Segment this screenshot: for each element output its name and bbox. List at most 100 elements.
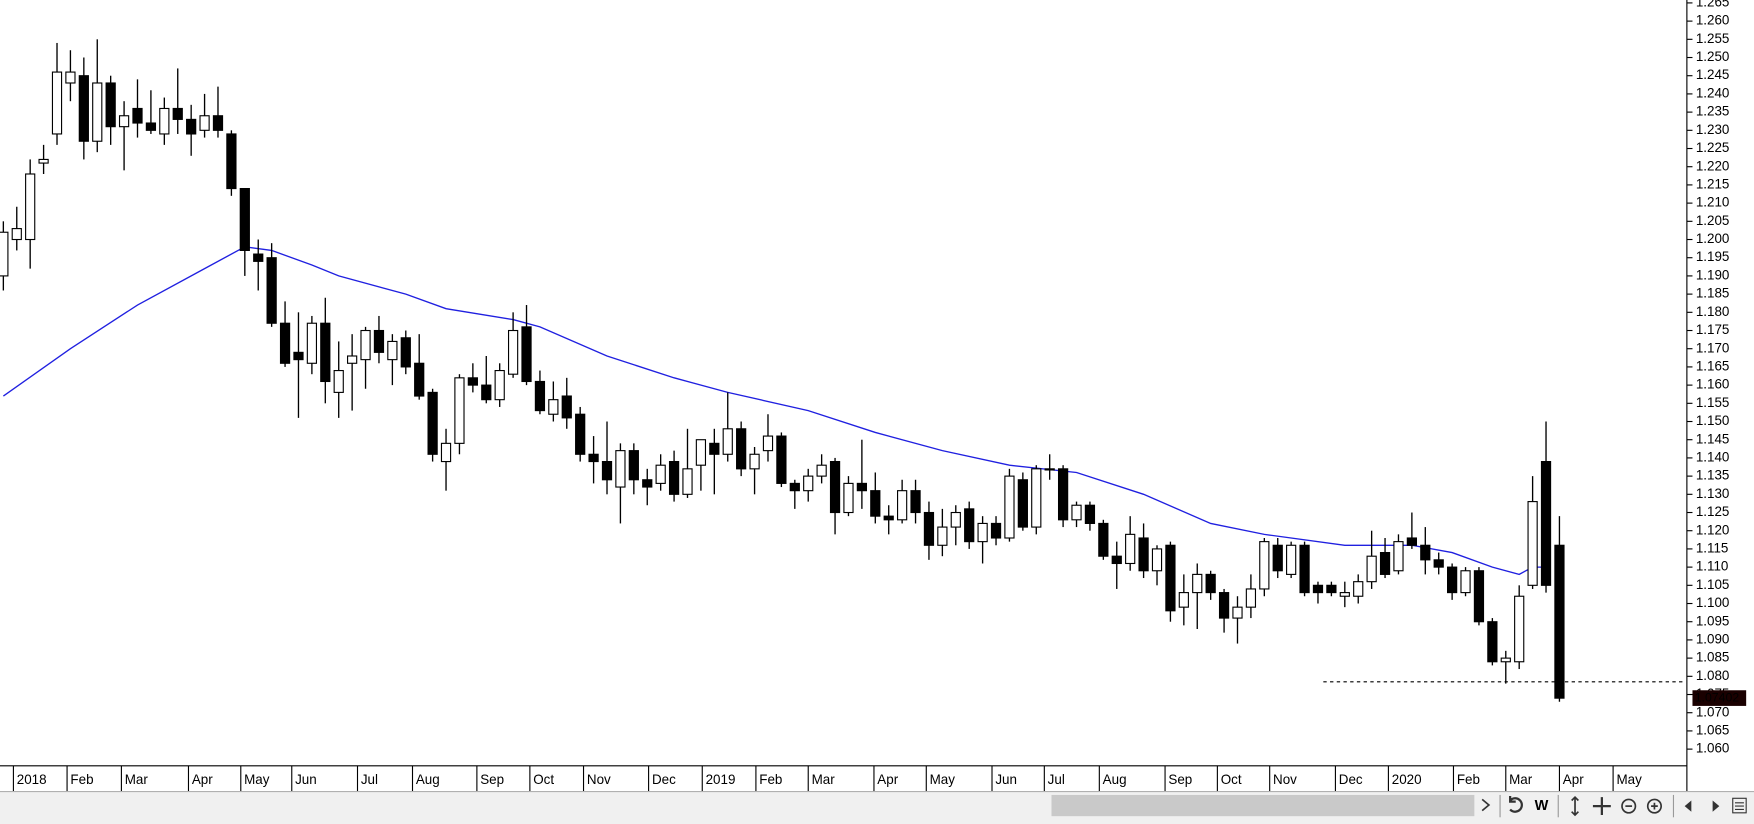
x-tick-label: Mar — [1509, 772, 1533, 787]
candle-body — [1527, 501, 1538, 586]
period-button[interactable]: W — [1535, 798, 1549, 814]
scroll-right-button[interactable] — [1481, 798, 1491, 812]
y-tick-label: 1.155 — [1696, 395, 1730, 410]
candle-body — [132, 107, 143, 124]
candle-body — [950, 511, 961, 528]
y-tick-label: 1.120 — [1696, 522, 1730, 537]
candle-body — [1420, 544, 1431, 561]
candle-body — [360, 329, 371, 361]
candle-body — [1111, 555, 1122, 565]
y-tick-label: 1.095 — [1696, 613, 1730, 628]
candle-body — [548, 399, 559, 415]
candle-body — [1259, 541, 1270, 590]
y-tick-label: 1.200 — [1696, 231, 1730, 246]
candle-body — [1084, 504, 1096, 524]
candle-body — [1487, 621, 1498, 663]
y-tick-label: 1.105 — [1696, 577, 1730, 592]
candle-body — [1178, 592, 1189, 608]
candle-body — [266, 257, 277, 324]
y-tick-label: 1.165 — [1696, 358, 1730, 373]
candle-body — [856, 482, 868, 492]
y-tick-label: 1.265 — [1696, 0, 1730, 9]
candle-body — [1004, 475, 1015, 539]
candle-body — [387, 340, 398, 361]
y-tick-label: 1.230 — [1696, 122, 1730, 137]
candle-body — [1339, 592, 1350, 597]
y-tick-label: 1.170 — [1696, 340, 1730, 355]
candle-body — [1299, 544, 1310, 594]
y-tick-label: 1.080 — [1696, 668, 1730, 683]
x-tick-label: Sep — [1168, 772, 1192, 787]
x-tick-label: Feb — [759, 772, 782, 787]
candle-body — [481, 384, 492, 401]
next-button[interactable] — [1712, 800, 1720, 812]
pan-button[interactable] — [1592, 797, 1611, 816]
y-tick-label: 1.190 — [1696, 267, 1730, 282]
x-tick-label: Apr — [192, 772, 213, 787]
scrollbar-thumb[interactable] — [1051, 794, 1475, 817]
candle-body — [1500, 657, 1511, 663]
candle-body — [333, 369, 344, 393]
candle-body — [1286, 544, 1297, 575]
y-tick-label: 1.070 — [1696, 704, 1730, 719]
candle-body — [1272, 544, 1283, 572]
x-tick-label: Aug — [416, 772, 440, 787]
x-tick-label: Apr — [877, 772, 898, 787]
y-tick-label: 1.175 — [1696, 322, 1730, 337]
y-tick-label: 1.085 — [1696, 650, 1730, 665]
candle-body — [186, 118, 197, 135]
previous-button[interactable] — [1684, 800, 1692, 812]
candle-body — [668, 460, 680, 495]
refresh-button[interactable] — [1509, 796, 1523, 813]
candle-body — [226, 133, 237, 190]
candle-body — [695, 439, 707, 466]
candle-body — [1366, 555, 1377, 583]
candle-body — [521, 326, 532, 383]
candle-body — [1312, 584, 1324, 594]
candle-body — [1218, 592, 1230, 619]
candle-body — [990, 522, 1002, 539]
candle-body — [38, 158, 49, 164]
candle-body — [1192, 573, 1203, 594]
candle-body — [816, 464, 827, 477]
x-tick-label: May — [930, 772, 956, 787]
toolbar — [0, 791, 1754, 824]
candle-body — [373, 329, 385, 353]
candle-body — [25, 173, 36, 241]
axes: 1.0601.0651.0701.0751.0801.0851.0901.095… — [12, 0, 1747, 792]
zoom-out-button[interactable] — [1621, 798, 1637, 814]
candle-body — [279, 322, 291, 364]
candle-body — [414, 362, 425, 397]
x-tick-label: Oct — [1221, 772, 1242, 787]
candle-body — [883, 515, 894, 521]
x-tick-label: Jun — [995, 772, 1017, 787]
candle-body — [534, 380, 546, 412]
candle-body — [1540, 460, 1552, 586]
candle-body — [172, 107, 183, 120]
y-tick-label: 1.110 — [1696, 559, 1729, 574]
y-tick-label: 1.065 — [1696, 722, 1730, 737]
candle-body — [1165, 544, 1176, 612]
menu-button[interactable] — [1732, 797, 1747, 814]
candle-body — [1447, 566, 1458, 594]
x-tick-label: May — [1616, 772, 1642, 787]
candle-body — [749, 453, 760, 470]
y-tick-label: 1.235 — [1696, 104, 1730, 119]
candle-body — [199, 115, 210, 131]
candle-body — [51, 71, 63, 135]
candle-body — [937, 526, 948, 546]
candle-body — [977, 522, 988, 543]
zoom-in-button[interactable] — [1646, 798, 1662, 814]
y-tick-label: 1.215 — [1696, 176, 1730, 191]
candle-body — [843, 482, 854, 514]
candle-body — [440, 442, 452, 463]
x-tick-label: Nov — [1273, 772, 1297, 787]
candle-body — [65, 71, 76, 84]
vertical-scale-button[interactable] — [1571, 795, 1579, 817]
y-tick-label: 1.250 — [1696, 49, 1730, 64]
y-tick-label: 1.185 — [1696, 286, 1730, 301]
x-tick-label: 2018 — [17, 772, 47, 787]
candle-body — [1326, 584, 1337, 594]
